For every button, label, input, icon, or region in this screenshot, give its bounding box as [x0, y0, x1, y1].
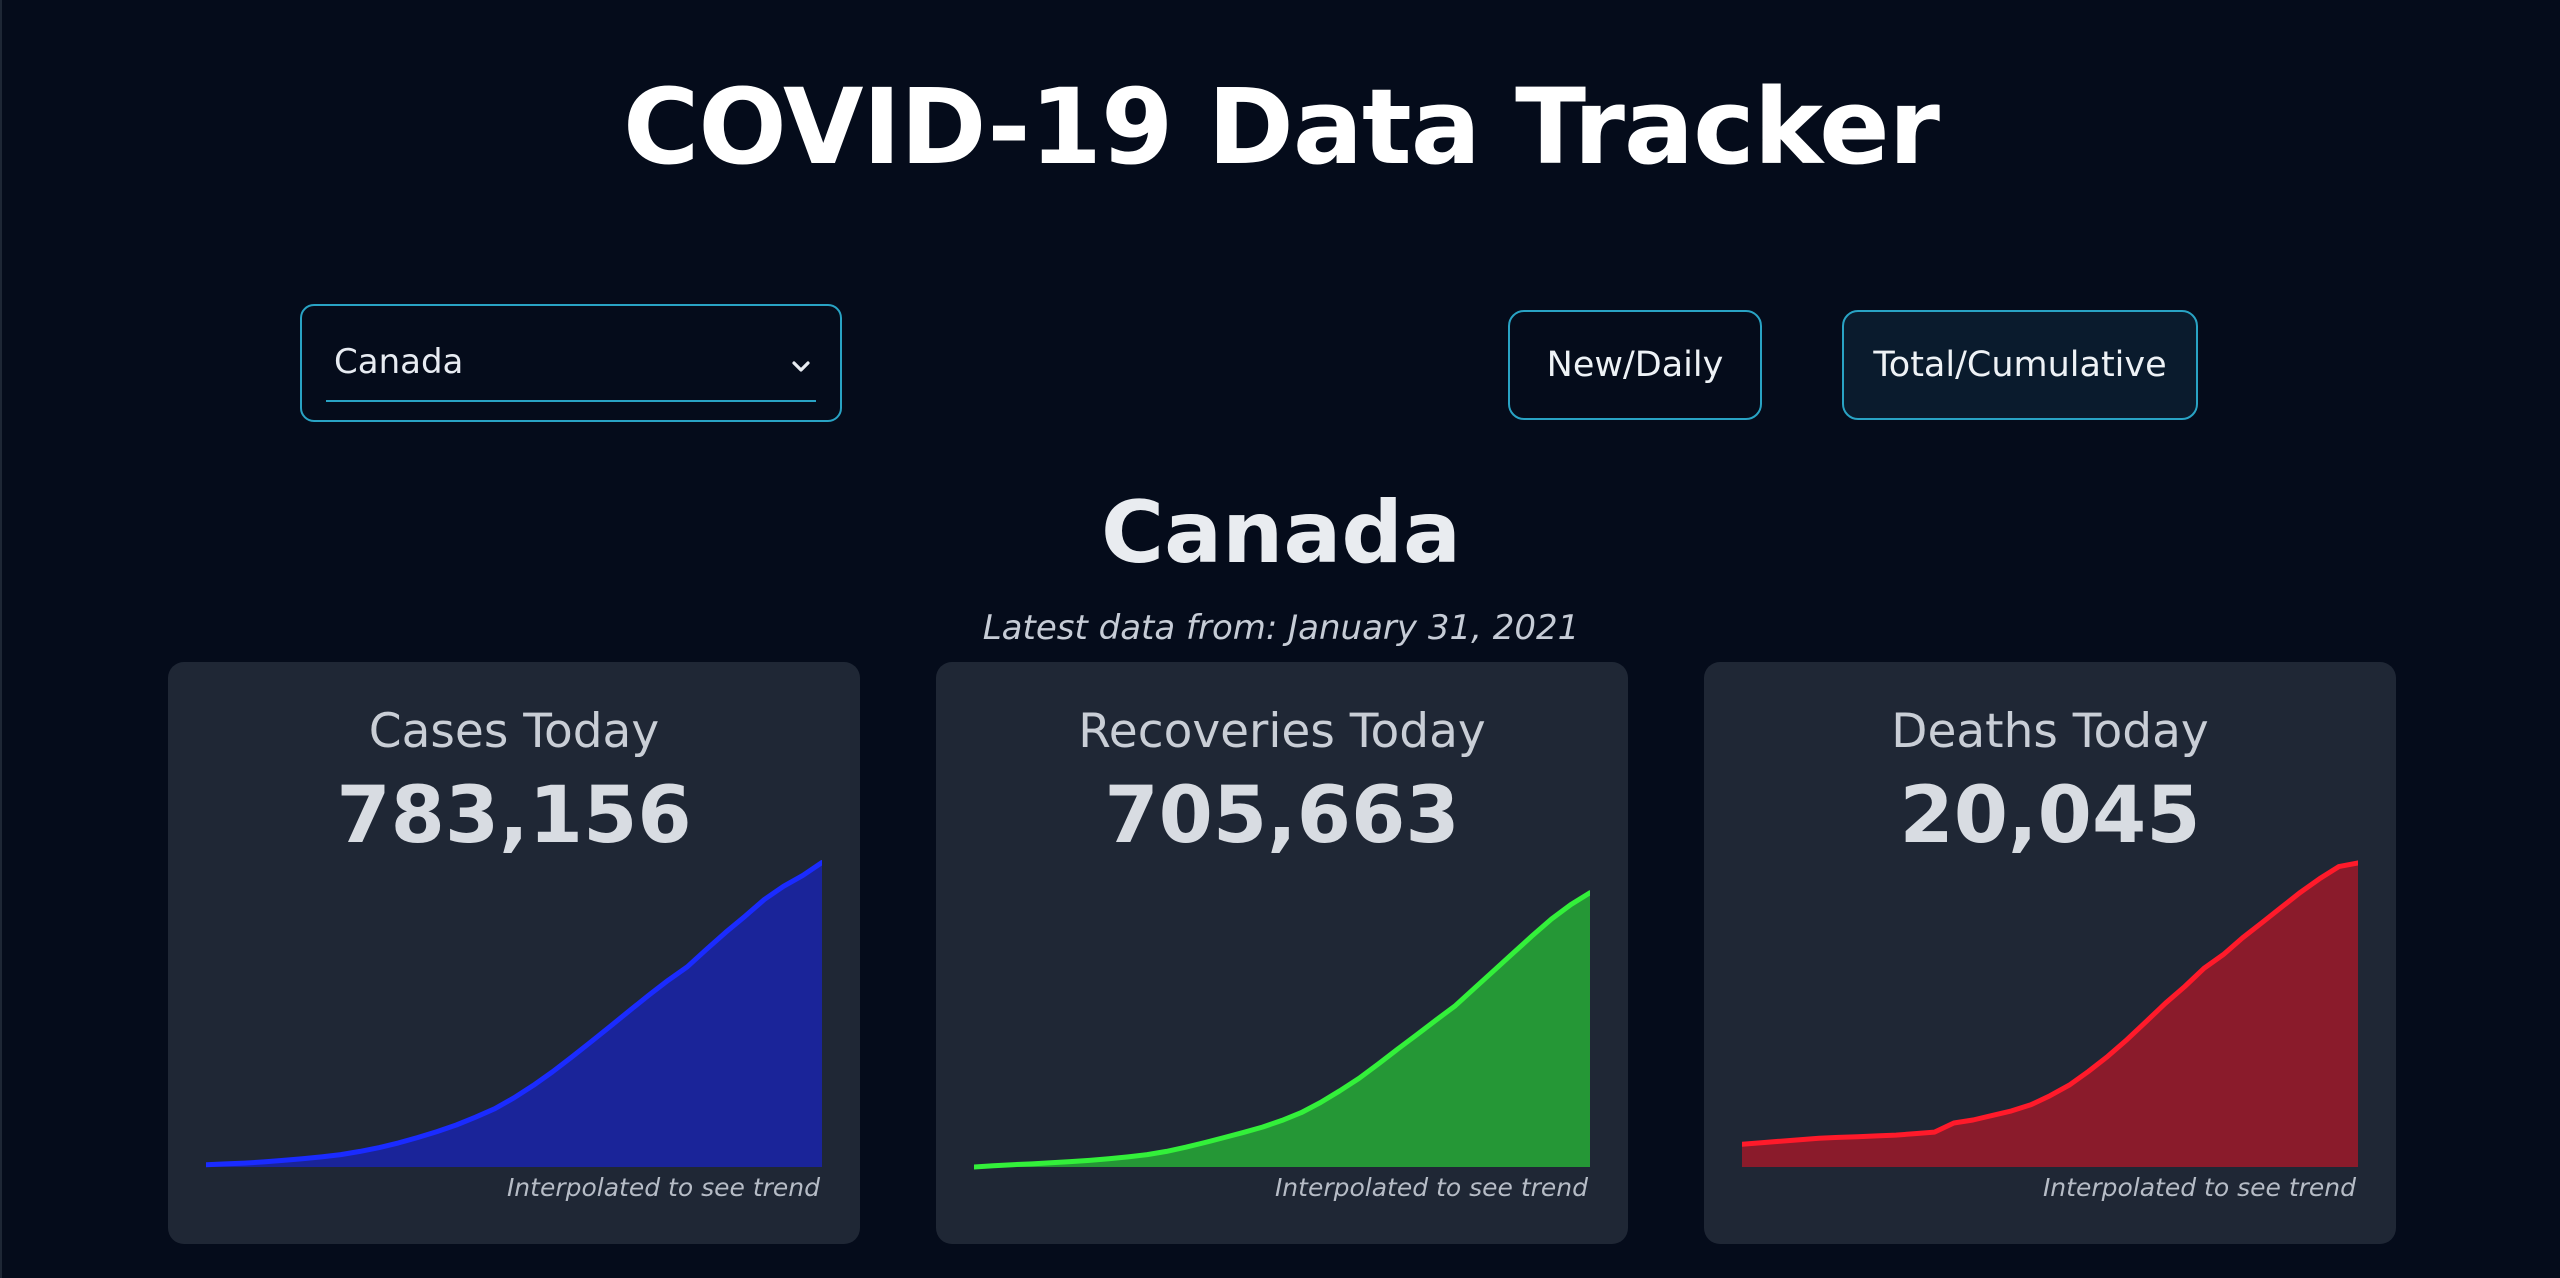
deaths-trend-chart [1742, 860, 2358, 1167]
cases-trend-line [206, 860, 822, 1168]
cases-trend-chart [206, 860, 822, 1168]
deaths-area-fill [1742, 862, 2358, 1167]
recoveries-card-title: Recoveries Today [1078, 704, 1486, 759]
recoveries-card-value: 705,663 [1104, 771, 1460, 861]
recoveries-trend-line [974, 890, 1590, 1170]
recoveries-trend-chart [974, 890, 1590, 1170]
country-select-field[interactable]: Canada [326, 334, 816, 402]
recoveries-card-note: Interpolated to see trend [1274, 1173, 1588, 1202]
cases-area-fill [206, 862, 822, 1167]
deaths-card-title: Deaths Today [1891, 704, 2209, 759]
recoveries-card: Recoveries Today 705,663 Interpolated to… [936, 662, 1628, 1244]
chevron-down-icon [792, 361, 810, 372]
page-title: COVID-19 Data Tracker [623, 66, 1940, 188]
country-select-value: Canada [334, 342, 464, 382]
total-cumulative-button[interactable]: Total/Cumulative [1842, 310, 2198, 420]
deaths-card: Deaths Today 20,045 Interpolated to see … [1704, 662, 2396, 1244]
country-select[interactable]: Canada [300, 304, 842, 422]
cases-card-value: 783,156 [336, 771, 692, 861]
new-daily-button[interactable]: New/Daily [1508, 310, 1762, 420]
cases-card-title: Cases Today [368, 704, 660, 759]
deaths-card-note: Interpolated to see trend [2042, 1173, 2356, 1202]
recoveries-area-fill [974, 892, 1590, 1167]
cases-card-note: Interpolated to see trend [506, 1173, 820, 1202]
deaths-card-value: 20,045 [1899, 771, 2201, 861]
cases-card: Cases Today 783,156 Interpolated to see … [168, 662, 860, 1244]
deaths-trend-line [1742, 860, 2358, 1147]
latest-data-date: Latest data from: January 31, 2021 [982, 608, 1580, 648]
country-heading: Canada [1101, 483, 1461, 583]
